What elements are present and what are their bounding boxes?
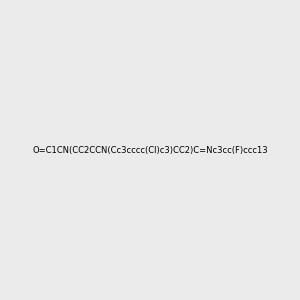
Text: O=C1CN(CC2CCN(Cc3cccc(Cl)c3)CC2)C=Nc3cc(F)ccc13: O=C1CN(CC2CCN(Cc3cccc(Cl)c3)CC2)C=Nc3cc(… bbox=[32, 146, 268, 154]
